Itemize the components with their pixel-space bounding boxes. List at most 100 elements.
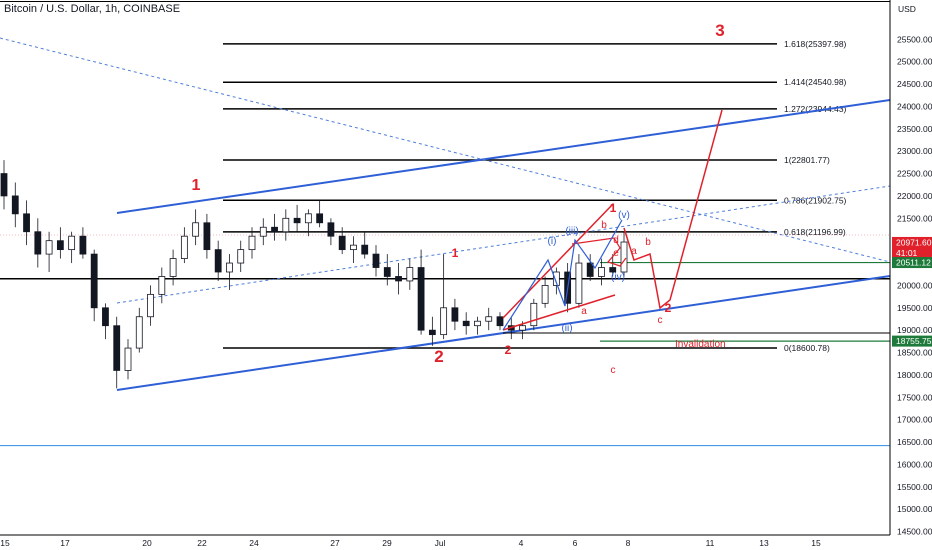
horizontal-lines <box>0 261 890 447</box>
blue-subwave-path <box>502 219 623 331</box>
wave-label-sub: (iv) <box>611 272 625 283</box>
candle-body <box>124 347 132 371</box>
candle-body <box>530 302 538 327</box>
price-tag-countdown: 41:01 <box>896 248 918 258</box>
wave-label-minor: a <box>581 306 587 317</box>
wave-label-minor: 1 <box>610 201 617 215</box>
candle-body <box>102 307 109 327</box>
fib-label: 1.414(24540.98) <box>784 77 847 87</box>
ascending-dashed-line <box>116 185 891 304</box>
candle-body <box>575 262 583 304</box>
wave-label-sub: (iii) <box>565 226 578 237</box>
candle-body <box>34 231 42 255</box>
time-tick: 20 <box>142 538 152 548</box>
price-tick: 17000.00 <box>897 415 932 425</box>
wave-label-minor: b <box>601 220 607 231</box>
time-tick: 6 <box>573 538 578 548</box>
candle-body <box>383 267 391 277</box>
candle-body <box>350 244 357 251</box>
wave-label-major: 1 <box>192 177 201 194</box>
time-tick: 15 <box>0 538 10 548</box>
candle-body <box>519 325 526 331</box>
candle-body <box>361 244 369 255</box>
fib-label: 0(18600.78) <box>784 343 830 353</box>
wave-label-minor: c <box>658 315 663 326</box>
candle-body <box>541 285 549 304</box>
fib-label: 1.272(23944.43) <box>784 104 847 114</box>
candle-body <box>90 253 98 309</box>
candle-body <box>462 320 470 327</box>
candle-body <box>23 213 30 233</box>
candle-body <box>552 271 560 286</box>
wave-label-minor: 2 <box>665 301 672 315</box>
candle-body <box>0 173 8 197</box>
time-tick: 15 <box>811 538 821 548</box>
candle-body <box>282 217 290 233</box>
invalidation-label: Invalidation <box>675 339 726 350</box>
candle-body <box>192 222 200 237</box>
price-axis-bg <box>890 0 932 550</box>
price-tick: 25000.00 <box>897 57 932 67</box>
time-tick: 27 <box>330 538 340 548</box>
wave-label-major: 2 <box>505 343 512 357</box>
wave-label-sub: (ii) <box>561 323 572 334</box>
subwave-triangle <box>571 237 627 267</box>
candle-body <box>485 316 493 322</box>
price-tick: 24000.00 <box>897 101 932 111</box>
price-tag <box>892 257 932 269</box>
price-tick: 22500.00 <box>897 169 932 179</box>
descending-dashed-line <box>0 37 891 263</box>
candle-body <box>304 213 312 224</box>
wave-label-minor: e <box>613 248 619 259</box>
candle-body <box>327 222 335 237</box>
candle-body <box>586 262 594 277</box>
wave-label-sub: (i) <box>548 236 557 247</box>
price-tick: 16000.00 <box>897 459 932 469</box>
price-tick: 18500.00 <box>897 348 932 358</box>
price-axis-unit: USD <box>898 4 916 14</box>
candle-body <box>248 235 256 251</box>
time-axis: 15 17 20 22 24 27 29 Jul 4 6 8 11 13 15 <box>0 534 890 548</box>
time-tick: 4 <box>519 538 524 548</box>
price-tick: 19000.00 <box>897 325 932 335</box>
fib-label: 1.618(25397.98) <box>784 39 847 49</box>
time-tick: 22 <box>197 538 207 548</box>
time-tick: 17 <box>60 538 70 548</box>
candle-body <box>417 267 425 331</box>
price-tick: 23500.00 <box>897 124 932 134</box>
wave-projection <box>502 109 890 334</box>
price-tag <box>892 236 932 259</box>
candle-body <box>214 249 222 273</box>
candle-body <box>237 249 245 264</box>
candle-body <box>11 195 19 215</box>
fibonacci-levels: 1.618(25397.98) 1.414(24540.98) 1.272(2394… <box>223 39 847 353</box>
wave-label-minor: a <box>631 246 637 257</box>
candle-body <box>158 276 166 295</box>
candle-body <box>259 226 267 237</box>
price-tick: 17500.00 <box>897 392 932 402</box>
candle-body <box>609 267 617 273</box>
price-tick: 23000.00 <box>897 146 932 156</box>
candle-body <box>147 293 154 318</box>
symbol-title: Bitcoin / U.S. Dollar, 1h, COINBASE <box>4 3 181 15</box>
price-axis: USD 25500.00 25000.00 24500.00 24000.00 23500… <box>889 0 932 550</box>
candle-body <box>474 320 481 327</box>
time-tick: 24 <box>249 538 259 548</box>
candles <box>0 160 628 389</box>
candle-body <box>451 307 459 322</box>
wave-label-minor: 1 <box>452 246 459 260</box>
time-tick: 13 <box>759 538 769 548</box>
candle-body <box>406 267 414 282</box>
candle-body <box>316 213 324 224</box>
time-tick: 8 <box>626 538 631 548</box>
time-tick: Jul <box>435 538 446 548</box>
triangle-upper-line <box>502 203 614 319</box>
price-tick: 15000.00 <box>897 504 932 514</box>
price-tick: 25500.00 <box>897 34 932 44</box>
candle-body <box>180 235 188 259</box>
candle-body <box>56 240 64 251</box>
price-tag-value: 20511.12 <box>896 258 931 268</box>
candle-body <box>135 316 143 349</box>
